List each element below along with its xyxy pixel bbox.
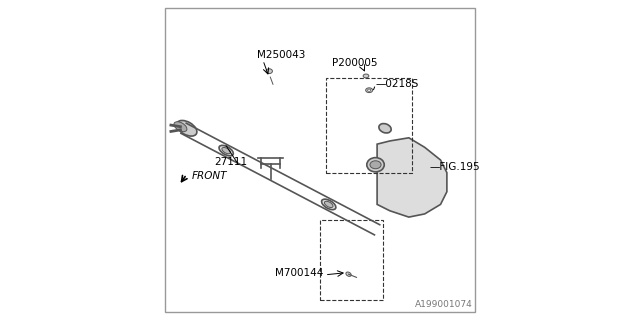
Text: M250043: M250043 <box>257 51 305 60</box>
Text: A199001074: A199001074 <box>415 300 472 309</box>
Ellipse shape <box>266 69 273 74</box>
Ellipse shape <box>367 158 384 172</box>
Polygon shape <box>377 138 447 217</box>
Ellipse shape <box>174 122 187 132</box>
Ellipse shape <box>365 88 372 92</box>
Text: —0218S: —0218S <box>376 79 419 89</box>
Ellipse shape <box>177 120 197 136</box>
Ellipse shape <box>379 124 391 133</box>
Text: FRONT: FRONT <box>191 171 227 181</box>
Ellipse shape <box>324 201 333 208</box>
Text: —FIG.195: —FIG.195 <box>429 162 480 172</box>
Ellipse shape <box>346 272 351 276</box>
Ellipse shape <box>219 145 234 156</box>
Ellipse shape <box>370 161 381 169</box>
Text: 27111: 27111 <box>214 157 248 167</box>
FancyArrowPatch shape <box>270 77 273 84</box>
Ellipse shape <box>367 89 371 91</box>
Ellipse shape <box>363 74 369 78</box>
Text: P200005: P200005 <box>332 59 378 68</box>
Ellipse shape <box>321 199 336 210</box>
Ellipse shape <box>222 148 230 154</box>
Text: M700144: M700144 <box>275 268 323 278</box>
